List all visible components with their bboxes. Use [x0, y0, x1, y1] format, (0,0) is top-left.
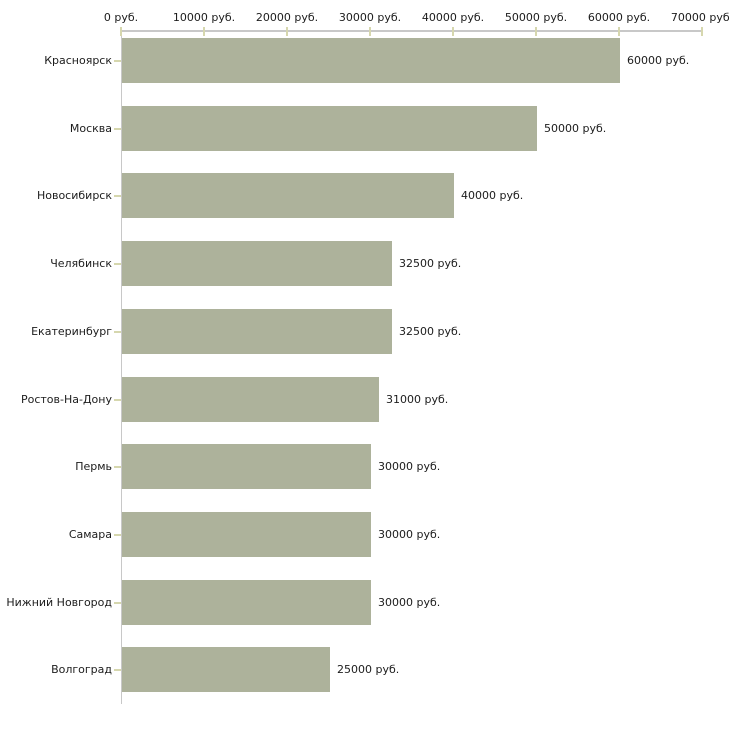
value-label: 50000 руб. [544, 122, 607, 135]
category-label: Челябинск [50, 257, 112, 270]
x-axis-tick-label: 70000 руб. [670, 11, 730, 24]
x-axis-tick-label: 0 руб. [103, 11, 139, 24]
category-tick-mark [114, 466, 121, 468]
x-axis-tick-mark [701, 27, 703, 36]
x-axis-tick-label: 10000 руб. [172, 11, 236, 24]
x-axis-tick-mark [535, 27, 537, 36]
category-label: Ростов-На-Дону [20, 393, 112, 406]
category-label: Самара [68, 528, 112, 541]
category-label: Нижний Новгород [6, 596, 112, 609]
category-label: Екатеринбург [31, 325, 112, 338]
category-label: Новосибирск [36, 189, 112, 202]
bar [122, 241, 392, 286]
category-label: Пермь [75, 460, 112, 473]
value-label: 31000 руб. [386, 393, 449, 406]
value-label: 60000 руб. [627, 54, 690, 67]
bar [122, 309, 392, 354]
bar [122, 377, 379, 422]
category-tick-mark [114, 399, 121, 401]
value-label: 30000 руб. [378, 596, 441, 609]
bar [122, 444, 371, 489]
y-axis-line [121, 30, 122, 704]
x-axis-tick-label: 30000 руб. [338, 11, 402, 24]
bar [122, 580, 371, 625]
value-label: 30000 руб. [378, 460, 441, 473]
category-tick-mark [114, 534, 121, 536]
category-tick-mark [114, 128, 121, 130]
x-axis-line [121, 30, 702, 32]
x-axis-tick-mark [120, 27, 122, 36]
value-label: 25000 руб. [337, 663, 400, 676]
x-axis-tick-label: 40000 руб. [421, 11, 485, 24]
x-axis-tick-mark [369, 27, 371, 36]
bar [122, 512, 371, 557]
category-tick-mark [114, 195, 121, 197]
value-label: 30000 руб. [378, 528, 441, 541]
category-tick-mark [114, 60, 121, 62]
value-label: 32500 руб. [399, 257, 462, 270]
value-label: 32500 руб. [399, 325, 462, 338]
x-axis-tick-mark [203, 27, 205, 36]
bar [122, 106, 537, 151]
category-label: Москва [69, 122, 112, 135]
x-axis-tick-label: 50000 руб. [504, 11, 568, 24]
x-axis-tick-mark [452, 27, 454, 36]
category-tick-mark [114, 602, 121, 604]
x-axis-tick-mark [618, 27, 620, 36]
x-axis-tick-label: 60000 руб. [587, 11, 651, 24]
x-axis-tick-mark [286, 27, 288, 36]
category-tick-mark [114, 331, 121, 333]
bar [122, 38, 620, 83]
bar [122, 647, 330, 692]
category-tick-mark [114, 669, 121, 671]
category-tick-mark [114, 263, 121, 265]
x-axis-tick-label: 20000 руб. [255, 11, 319, 24]
bar [122, 173, 454, 218]
category-label: Волгоград [51, 663, 112, 676]
category-label: Красноярск [44, 54, 112, 67]
value-label: 40000 руб. [461, 189, 524, 202]
